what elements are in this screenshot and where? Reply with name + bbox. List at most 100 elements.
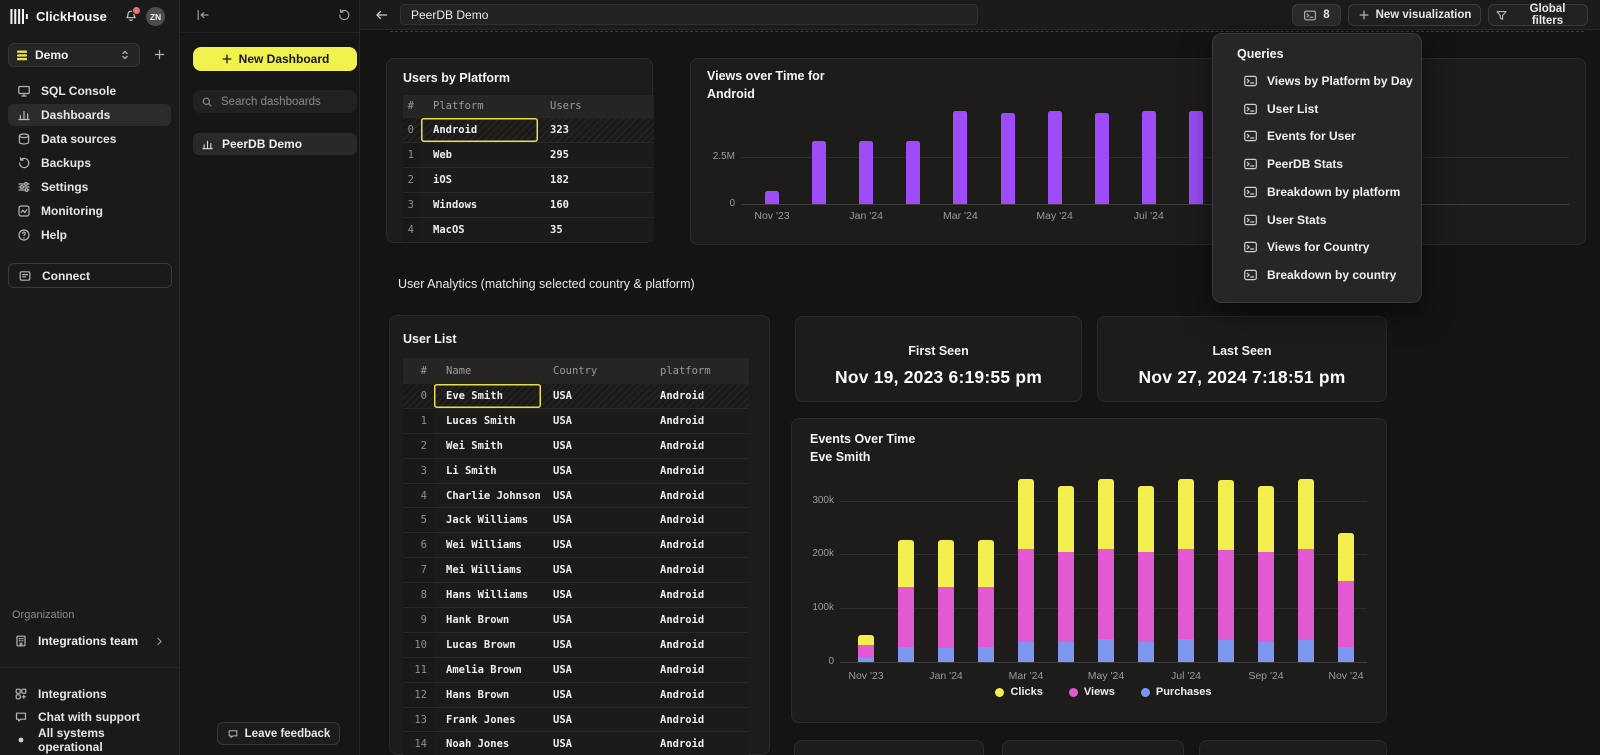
table-cell[interactable]: USA (541, 433, 648, 458)
sidebar-item-data-sources[interactable]: Data sources (8, 128, 171, 150)
table-cell[interactable]: 160 (538, 192, 654, 217)
table-cell[interactable]: Hans Brown (434, 682, 541, 707)
table-cell[interactable]: USA (541, 632, 648, 657)
table-row: 4MacOS35 (403, 217, 654, 242)
sidebar-item-chat-with-support[interactable]: Chat with support (8, 706, 171, 728)
table-cell[interactable]: Wei Smith (434, 433, 541, 458)
table-cell[interactable]: 35 (538, 217, 654, 242)
table-cell[interactable]: Android (648, 607, 749, 632)
sidebar-item-dashboards[interactable]: Dashboards (8, 104, 171, 126)
table-cell[interactable]: Charlie Johnson (434, 483, 541, 508)
table-cell[interactable]: Android (648, 532, 749, 557)
table-cell[interactable]: Android (648, 483, 749, 508)
query-item-views-by-platform-by-day[interactable]: Views by Platform by Day (1213, 70, 1421, 92)
table-cell[interactable]: USA (541, 582, 648, 607)
table-cell[interactable]: USA (541, 408, 648, 433)
table-cell[interactable]: Android (648, 682, 749, 707)
sidebar-item-settings[interactable]: Settings (8, 176, 171, 198)
table-cell[interactable]: 323 (538, 117, 654, 142)
table-cell[interactable]: Windows (421, 192, 538, 217)
notifications-bell-icon[interactable] (124, 9, 138, 23)
stacked-bar-segment (898, 647, 914, 662)
table-cell[interactable]: Android (648, 707, 749, 732)
dashboard-list-item[interactable]: PeerDB Demo (193, 133, 357, 155)
table-cell[interactable]: Android (648, 557, 749, 582)
table-cell[interactable]: Mei Williams (434, 557, 541, 582)
leave-feedback-button[interactable]: Leave feedback (217, 722, 340, 745)
search-dashboards-input[interactable] (219, 95, 349, 109)
table-cell[interactable]: USA (541, 458, 648, 483)
table-cell[interactable]: USA (541, 707, 648, 732)
queries-count-button[interactable]: 8 (1292, 4, 1341, 26)
table-cell[interactable]: Android (648, 731, 749, 755)
new-dashboard-button[interactable]: New Dashboard (193, 47, 357, 71)
table-cell[interactable]: Android (648, 458, 749, 483)
x-axis-label: Mar '24 (991, 670, 1061, 682)
table-cell[interactable]: Web (421, 142, 538, 167)
collapse-sidebar-icon[interactable] (196, 8, 210, 22)
new-visualization-button[interactable]: New visualization (1348, 4, 1481, 26)
query-item-user-stats[interactable]: User Stats (1213, 209, 1421, 231)
query-item-views-for-country[interactable]: Views for Country (1213, 236, 1421, 258)
sidebar-item-integrations-team[interactable]: Integrations team (8, 630, 171, 652)
refresh-icon[interactable] (337, 8, 351, 22)
table-cell[interactable]: USA (541, 483, 648, 508)
add-service-button[interactable] (153, 48, 166, 64)
table-cell[interactable]: MacOS (421, 217, 538, 242)
table-cell[interactable]: Android (648, 507, 749, 532)
table-cell[interactable]: Wei Williams (434, 532, 541, 557)
table-cell[interactable]: Lucas Smith (434, 408, 541, 433)
legend-clicks[interactable]: Clicks (995, 686, 1042, 698)
table-cell[interactable]: Hans Williams (434, 582, 541, 607)
table-cell[interactable]: Noah Jones (434, 731, 541, 755)
table-cell[interactable]: Li Smith (434, 458, 541, 483)
dashboard-title-input[interactable] (400, 4, 978, 25)
query-item-user-list[interactable]: User List (1213, 98, 1421, 120)
table-cell[interactable]: Android (648, 408, 749, 433)
sidebar-item-backups[interactable]: Backups (8, 152, 171, 174)
table-cell[interactable]: Android (648, 433, 749, 458)
column-header: Platform (421, 95, 538, 117)
sidebar-item-sql-console[interactable]: SQL Console (8, 80, 171, 102)
table-cell[interactable]: Android (648, 657, 749, 682)
table-cell[interactable]: Lucas Brown (434, 632, 541, 657)
table-cell[interactable]: USA (541, 607, 648, 632)
sidebar-item-help[interactable]: Help (8, 224, 171, 246)
sidebar-item-monitoring[interactable]: Monitoring (8, 200, 171, 222)
table-cell[interactable]: Android (421, 117, 538, 142)
table-cell[interactable]: Android (648, 632, 749, 657)
connect-button[interactable]: Connect (8, 263, 172, 288)
global-filters-button[interactable]: Global filters (1488, 4, 1588, 26)
table-cell[interactable]: USA (541, 657, 648, 682)
query-item-breakdown-by-country[interactable]: Breakdown by country (1213, 264, 1421, 286)
table-cell[interactable]: Amelia Brown (434, 657, 541, 682)
table-cell[interactable]: 182 (538, 167, 654, 192)
table-cell[interactable]: Android (648, 582, 749, 607)
back-arrow-icon[interactable] (374, 8, 389, 22)
table-cell[interactable]: iOS (421, 167, 538, 192)
table-cell[interactable]: USA (541, 532, 648, 557)
table-cell[interactable]: USA (541, 557, 648, 582)
sidebar-item-all-systems-operational[interactable]: All systems operational (8, 729, 171, 751)
service-selector[interactable]: Demo (8, 43, 140, 67)
table-cell[interactable]: Jack Williams (434, 507, 541, 532)
query-item-events-for-user[interactable]: Events for User (1213, 125, 1421, 147)
table-cell[interactable]: USA (541, 507, 648, 532)
table-cell[interactable]: USA (541, 383, 648, 408)
y-axis-label: 200k (794, 548, 834, 559)
x-axis-label: Jan '24 (911, 670, 981, 682)
table-cell[interactable]: USA (541, 731, 648, 755)
sidebar-item-integrations[interactable]: Integrations (8, 683, 171, 705)
table-cell[interactable]: Frank Jones (434, 707, 541, 732)
query-item-peerdb-stats[interactable]: PeerDB Stats (1213, 153, 1421, 175)
query-item-breakdown-by-platform[interactable]: Breakdown by platform (1213, 181, 1421, 203)
table-cell[interactable]: Hank Brown (434, 607, 541, 632)
table-cell[interactable]: Android (648, 383, 749, 408)
user-avatar[interactable]: ZN (146, 7, 165, 26)
table-cell[interactable]: USA (541, 682, 648, 707)
legend-views[interactable]: Views (1069, 686, 1115, 698)
table-cell[interactable]: 295 (538, 142, 654, 167)
table-cell[interactable]: Eve Smith (434, 383, 541, 408)
data-sources-icon (17, 132, 31, 146)
legend-purchases[interactable]: Purchases (1141, 686, 1212, 698)
